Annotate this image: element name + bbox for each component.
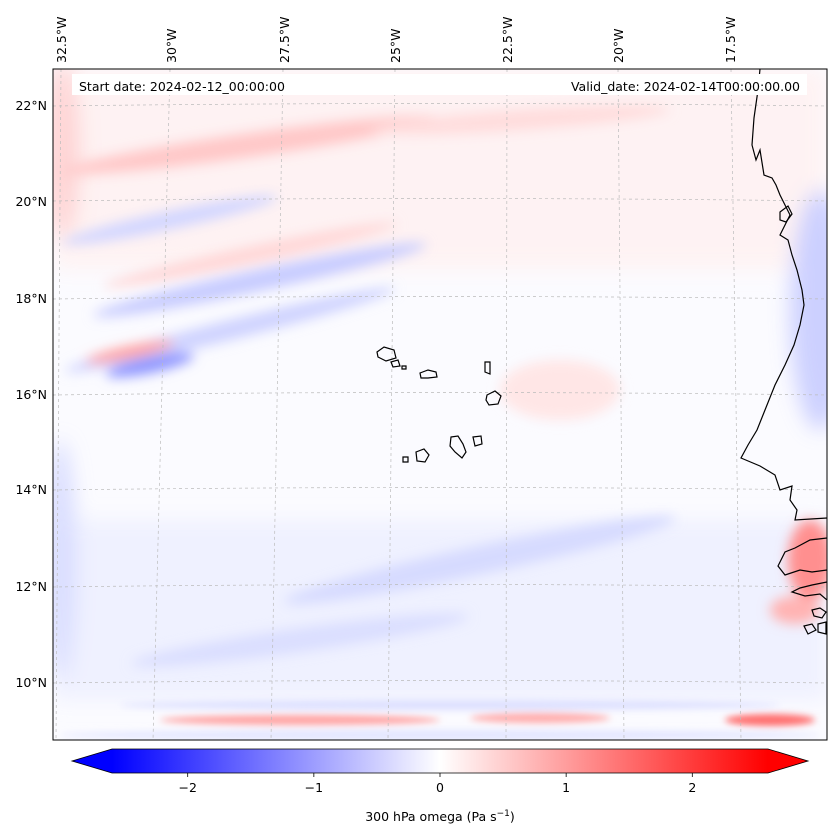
lat-label: 10°N	[15, 675, 47, 690]
field-blue-band-mid	[93, 243, 427, 317]
colorbar-gradient	[112, 749, 768, 773]
sal-island	[484, 361, 491, 375]
canary-coast-island	[779, 205, 793, 223]
lon-label: 25°W	[388, 28, 403, 63]
field-red-strong	[85, 340, 175, 364]
lat-label: 20°N	[15, 194, 47, 209]
santo-antao-island	[376, 346, 397, 362]
field-blue-west-edge	[53, 440, 76, 680]
field-blue-strong	[105, 352, 195, 378]
colorbar-max-extend	[768, 749, 808, 773]
field-red-band-north-2	[370, 105, 670, 135]
omega-field	[53, 69, 827, 740]
boa-vista-island	[485, 390, 502, 406]
field-blue-band-south	[120, 700, 780, 710]
santa-luzia-island	[401, 365, 407, 370]
santiago-island	[449, 435, 467, 459]
colorbar-label-close: )	[510, 809, 515, 824]
field-pink-center	[500, 360, 620, 420]
africa-coastline	[740, 69, 827, 521]
valid-date-label: Valid_date: 2024-02-14T00:00:00.00	[571, 79, 800, 94]
colorbar-tick-label: −1	[305, 780, 323, 795]
lat-label: 14°N	[15, 482, 47, 497]
colorbar-label-main: 300 hPa omega (Pa s	[365, 809, 496, 824]
sao-vicente-island	[390, 359, 401, 368]
field-blue-south-2	[131, 613, 469, 667]
latitude-labels: 22°N 20°N 18°N 16°N 14°N 12°N 10°N	[15, 98, 47, 690]
colorbar-label-exponent: −1	[497, 809, 510, 819]
map-frame	[52, 68, 828, 741]
field-red-coast	[788, 520, 827, 600]
lon-label: 27.5°W	[277, 17, 292, 63]
field-red-band-south	[160, 715, 440, 725]
field-red-coast-2	[770, 596, 820, 624]
maio-island	[472, 435, 483, 447]
colorbar-tick-label: 1	[562, 780, 570, 795]
lon-label: 20°W	[611, 28, 626, 63]
field-blue-east-edge	[790, 190, 827, 430]
coastline	[376, 69, 827, 635]
start-date-label: Start date: 2024-02-12_00:00:00	[79, 79, 285, 94]
fogo-island	[415, 448, 430, 463]
colorbar-tick-label: 0	[436, 780, 444, 795]
field-blue-band-upper	[62, 195, 278, 245]
bijagos-islands	[803, 607, 827, 635]
guinea-bissau-coast	[790, 581, 827, 601]
lon-label: 17.5°W	[723, 17, 738, 63]
colorbar-ticks: −2 −1 0 1 2	[178, 773, 696, 795]
lat-label: 22°N	[15, 98, 47, 113]
lat-label: 16°N	[15, 387, 47, 402]
field-blue-south-1	[284, 516, 676, 604]
map-panel: Start date: 2024-02-12_00:00:00 Valid_da…	[52, 68, 828, 741]
field-red-band-north	[61, 116, 439, 174]
field-red-band-south-2	[470, 713, 610, 723]
longitude-labels: 32.5°W 30°W 27.5°W 25°W 22.5°W 20°W 17.5…	[54, 17, 738, 63]
sao-nicolau-island	[419, 369, 438, 379]
field-blue-south-edge	[60, 730, 820, 740]
map-gridlines	[53, 69, 827, 740]
lat-label: 18°N	[15, 291, 47, 306]
field-red-band-south-3	[725, 714, 815, 726]
field-red-band-mid	[103, 222, 397, 288]
colorbar-label: 300 hPa omega (Pa s−1)	[365, 809, 515, 824]
date-header-background	[72, 74, 807, 95]
colorbar: −2 −1 0 1 2 300 hPa omega (Pa s−1)	[70, 748, 810, 824]
gambia-coast	[777, 537, 827, 576]
colorbar-min-extend	[72, 749, 112, 773]
field-base-blue-south	[53, 520, 827, 700]
field-base-pink-north	[53, 69, 827, 269]
brava-island	[402, 456, 409, 463]
colorbar-outline	[70, 748, 810, 774]
lon-label: 30°W	[164, 28, 179, 63]
lon-label: 32.5°W	[54, 17, 69, 63]
colorbar-tick-label: −2	[178, 780, 196, 795]
lat-label: 12°N	[15, 579, 47, 594]
colorbar-tick-label: 2	[688, 780, 696, 795]
lon-label: 22.5°W	[500, 17, 515, 63]
